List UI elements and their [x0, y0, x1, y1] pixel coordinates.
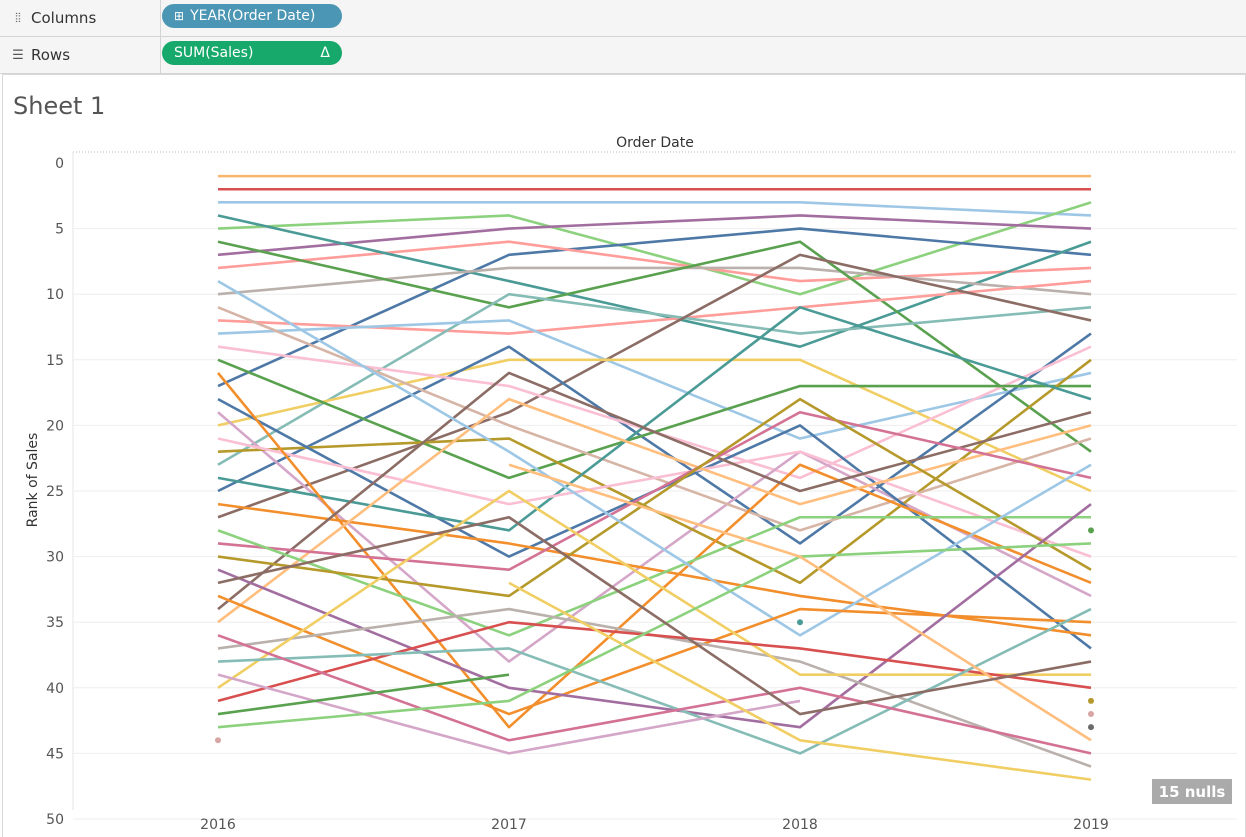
series-line[interactable] [217, 240, 1092, 283]
rows-icon: ☰ [12, 47, 24, 63]
x-tick-label: 2018 [782, 817, 818, 833]
y-tick-label: 15 [46, 353, 64, 369]
data-point[interactable] [797, 619, 803, 626]
data-point[interactable] [1088, 724, 1094, 731]
series-line[interactable] [218, 201, 1092, 217]
series-lines [216, 174, 1092, 781]
y-tick-label: 0 [55, 156, 64, 172]
series-line[interactable] [217, 371, 1092, 611]
table-calc-delta-icon: Δ [320, 45, 330, 61]
series-line[interactable] [217, 542, 1092, 729]
data-point[interactable] [215, 737, 221, 744]
columns-label: Columns [31, 9, 97, 27]
sum-sales-pill[interactable]: SUM(Sales) Δ [162, 41, 342, 65]
sheet-title: Sheet 1 [13, 92, 106, 120]
null-points [215, 527, 1094, 744]
series-line[interactable] [217, 673, 510, 716]
y-tick-label: 30 [46, 550, 64, 566]
x-tick-label: 2017 [491, 817, 527, 833]
series-line[interactable] [217, 292, 1092, 466]
series-line[interactable] [217, 358, 1092, 493]
series-line[interactable] [217, 240, 1092, 453]
y-tick-label: 45 [46, 746, 64, 762]
columns-shelf: ⦙⦙ Columns ⊞ YEAR(Order Date) [0, 0, 1246, 37]
y-tick-label: 20 [46, 418, 64, 434]
x-tick-label: 2019 [1073, 817, 1109, 833]
series-line[interactable] [217, 201, 1092, 296]
series-line[interactable] [217, 489, 1091, 689]
columns-icon: ⦙⦙ [15, 10, 21, 26]
series-line[interactable] [217, 397, 1092, 624]
data-point[interactable] [1088, 527, 1094, 534]
y-tick-label: 25 [46, 484, 64, 500]
y-tick-label: 5 [55, 222, 64, 238]
series-line[interactable] [217, 607, 1092, 755]
series-line[interactable] [217, 306, 1092, 532]
nulls-indicator[interactable]: 15 nulls [1152, 779, 1232, 804]
y-axis-title: Rank of Sales [25, 433, 41, 528]
series-line[interactable] [217, 397, 1092, 598]
series-line[interactable] [217, 620, 1092, 703]
series-line[interactable] [217, 266, 1092, 296]
series-line[interactable] [217, 437, 1092, 558]
rows-shelf-label-area: ☰ Rows [0, 37, 161, 73]
columns-shelf-label-area: ⦙⦙ Columns [0, 0, 161, 36]
series-line[interactable] [217, 214, 1092, 257]
series-line[interactable] [217, 253, 1092, 519]
y-tick-label: 40 [46, 681, 64, 697]
chart-title: Order Date [616, 135, 694, 151]
year-order-date-pill-label: YEAR(Order Date) [190, 8, 316, 24]
gridlines [73, 228, 1237, 820]
series-line[interactable] [217, 515, 1092, 716]
series-line[interactable] [217, 634, 1092, 755]
data-point[interactable] [1088, 697, 1094, 704]
y-tick-labels: 0 5 10 15 20 25 30 35 40 45 50 [46, 156, 64, 828]
y-tick-label: 50 [46, 812, 64, 828]
data-point[interactable] [1088, 711, 1094, 718]
series-line[interactable] [217, 227, 1092, 388]
y-tick-label: 10 [46, 287, 64, 303]
year-order-date-pill[interactable]: ⊞ YEAR(Order Date) [162, 4, 342, 28]
y-tick-label: 35 [46, 615, 64, 631]
series-line[interactable] [217, 319, 1092, 440]
rows-shelf: ☰ Rows SUM(Sales) Δ [0, 37, 1246, 74]
series-line[interactable] [217, 515, 1091, 637]
x-tick-labels: 2016 2017 2018 2019 [200, 817, 1109, 833]
sum-sales-pill-label: SUM(Sales) [174, 45, 254, 61]
expand-plus-icon[interactable]: ⊞ [174, 9, 185, 23]
rows-label: Rows [31, 46, 71, 64]
x-tick-label: 2016 [200, 817, 236, 833]
series-line[interactable] [508, 581, 1092, 781]
series-line[interactable] [217, 410, 1092, 572]
